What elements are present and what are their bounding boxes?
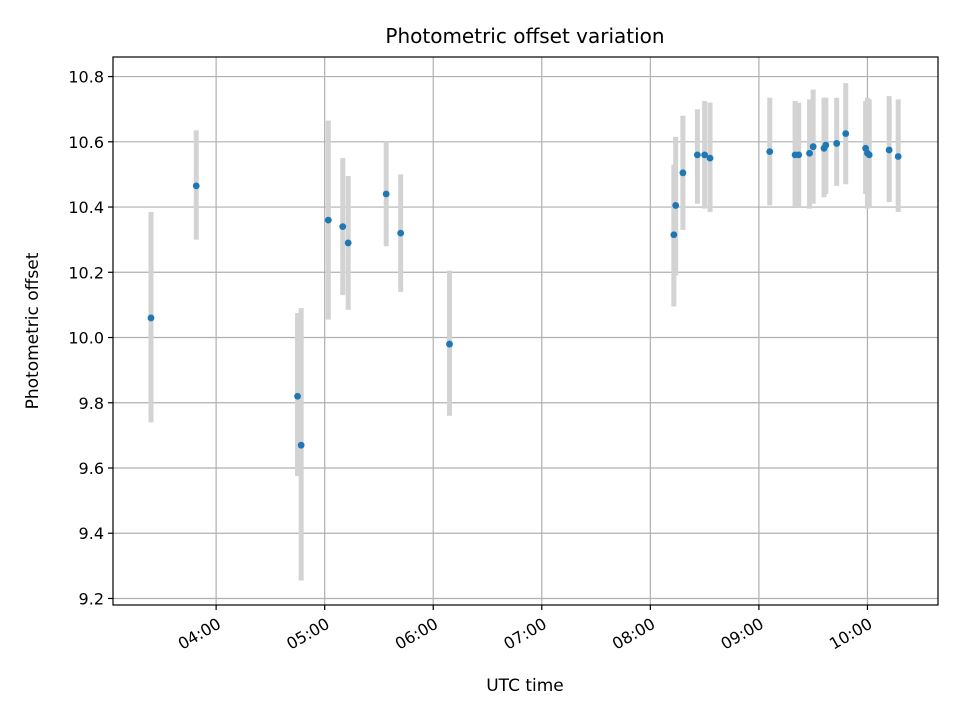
data-point <box>339 223 347 231</box>
data-point <box>833 140 841 147</box>
data-point <box>766 148 774 155</box>
data-point <box>192 182 200 190</box>
data-point <box>446 340 453 348</box>
plot-frame <box>112 56 939 606</box>
data-point <box>842 130 850 138</box>
data-point <box>706 154 714 162</box>
data-point <box>294 392 301 400</box>
y-axis-label: Photometric offset <box>23 252 43 409</box>
x-axis-label: UTC time <box>486 676 564 696</box>
data-point <box>822 141 830 149</box>
data-point <box>865 151 873 159</box>
chart-title: Photometric offset variation <box>385 24 664 48</box>
data-point <box>397 229 405 237</box>
data-point <box>806 149 813 157</box>
data-point <box>885 146 893 154</box>
data-point <box>324 216 332 224</box>
y-tick-label: 10.4 <box>68 198 104 217</box>
y-tick-label: 9.6 <box>79 459 104 478</box>
data-point <box>344 239 352 247</box>
y-tick-label: 9.4 <box>79 524 104 543</box>
data-point <box>672 202 680 209</box>
data-point <box>701 151 709 159</box>
y-tick-label: 10.8 <box>68 68 104 87</box>
y-tick-label: 9.8 <box>79 394 104 413</box>
data-point <box>147 314 155 322</box>
data-point <box>382 190 390 198</box>
y-axis-ticks: 9.2 9.4 9.6 9.8 10.0 10.2 10.4 10.6 10.8 <box>68 68 113 608</box>
data-point <box>297 441 305 449</box>
data-point <box>693 151 701 159</box>
y-tick-label: 10.2 <box>68 263 104 282</box>
y-tick-label: 10.0 <box>68 329 104 348</box>
y-tick-label: 10.6 <box>68 133 104 152</box>
grid <box>113 57 938 605</box>
y-tick-label: 9.2 <box>79 589 104 608</box>
data-point <box>679 169 687 177</box>
data-point <box>894 153 902 160</box>
data-point <box>670 231 678 239</box>
data-point <box>809 143 817 151</box>
data-point <box>795 151 803 159</box>
data-points <box>147 130 902 449</box>
